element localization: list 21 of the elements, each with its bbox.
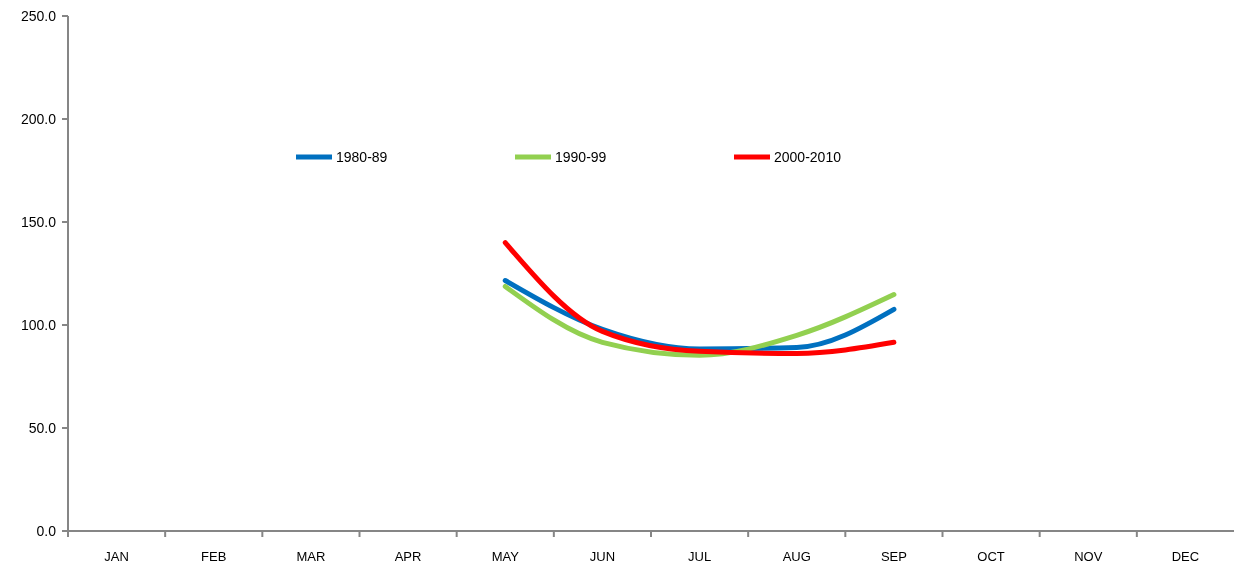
x-tick-label: JAN: [104, 549, 129, 564]
x-tick-label: FEB: [201, 549, 227, 564]
legend-label: 1980-89: [336, 148, 388, 165]
x-tick-label: AUG: [782, 549, 811, 564]
y-tick-label: 250.0: [20, 7, 57, 24]
y-tick-label: 100.0: [20, 316, 57, 333]
x-tick-label: SEP: [880, 549, 907, 564]
x-tick-label: MAR: [296, 549, 326, 564]
legend-label: 2000-2010: [774, 148, 842, 165]
y-tick-label: 0.0: [36, 522, 57, 539]
x-tick-label: NOV: [1074, 549, 1103, 564]
x-tick-label: OCT: [977, 549, 1005, 564]
y-tick-label: 50.0: [28, 419, 57, 436]
y-tick-label: 150.0: [20, 213, 57, 230]
y-tick-label: 200.0: [20, 110, 57, 127]
x-tick-label: DEC: [1171, 549, 1200, 564]
x-tick-label: JUN: [589, 549, 616, 564]
legend-label: 1990-99: [555, 148, 607, 165]
x-tick-label: JUL: [688, 549, 712, 564]
x-tick-label: APR: [394, 549, 422, 564]
x-tick-label: MAY: [491, 549, 520, 564]
